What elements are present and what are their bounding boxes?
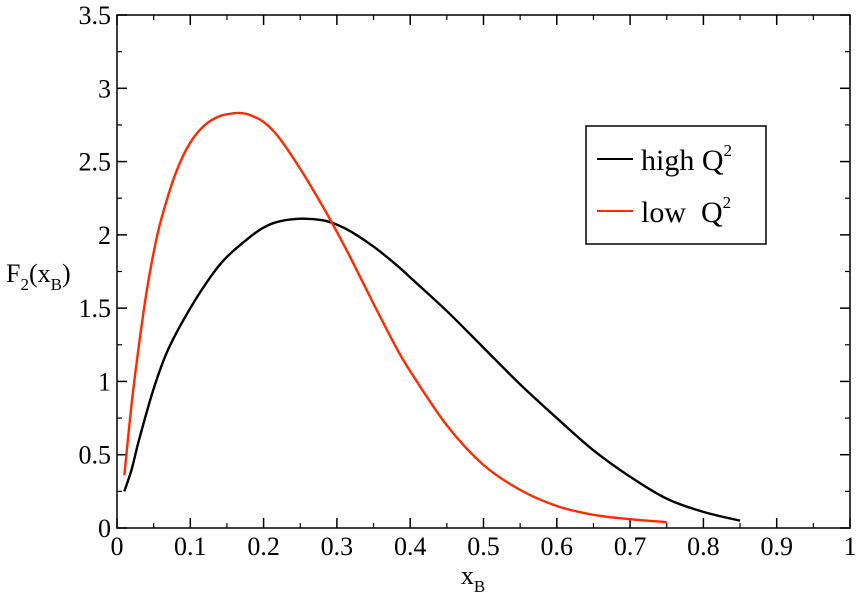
y-tick-label: 0 [98, 514, 111, 543]
x-tick-label: 0.1 [174, 532, 207, 561]
x-tick-label: 0.4 [394, 532, 427, 561]
legend-box [585, 125, 767, 245]
x-tick-label: 1 [844, 532, 857, 561]
y-tick-label: 1.5 [79, 294, 112, 323]
y-tick-label: 2.5 [79, 148, 112, 177]
x-tick-label: 0.6 [541, 532, 574, 561]
y-tick-label: 3.5 [79, 1, 112, 30]
series-line-0 [123, 217, 741, 522]
legend: high Q2 low Q2 [585, 125, 767, 245]
legend-label-high: high Q2 [641, 141, 732, 177]
x-tick-label: 0.5 [467, 532, 500, 561]
series-line-1 [123, 111, 667, 524]
legend-label-low: low Q2 [641, 193, 731, 229]
x-tick-label: 0 [111, 532, 124, 561]
y-tick-label: 1 [98, 367, 111, 396]
y-tick-label: 3 [98, 74, 111, 103]
ticks [116, 14, 851, 529]
x-tick-label: 0.2 [247, 532, 280, 561]
x-axis-title: xB [461, 561, 485, 596]
x-tick-label: 0.8 [687, 532, 720, 561]
tick-labels: 0 0.1 0.2 0.3 0.4 0.5 0.6 0.7 0.8 0.9 1 0 0.5 1 1.5 2 2.… [79, 1, 857, 561]
y-tick-label: 2 [98, 221, 111, 250]
series-lines [123, 111, 741, 524]
x-tick-label: 0.3 [321, 532, 354, 561]
x-tick-label: 0.7 [614, 532, 647, 561]
x-tick-label: 0.9 [760, 532, 793, 561]
y-tick-label: 0.5 [79, 441, 112, 470]
plot-frame [116, 14, 851, 529]
y-axis-title: F2(xB) [6, 259, 71, 294]
